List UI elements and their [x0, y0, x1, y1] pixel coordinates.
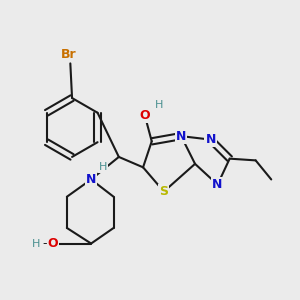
- Text: O: O: [48, 237, 58, 250]
- Text: N: N: [86, 173, 96, 186]
- Text: N: N: [212, 178, 223, 191]
- Text: H: H: [32, 238, 40, 248]
- Text: Br: Br: [61, 48, 76, 61]
- Text: -: -: [42, 237, 46, 250]
- Text: S: S: [159, 185, 168, 198]
- Text: N: N: [176, 130, 186, 142]
- Text: H: H: [154, 100, 163, 110]
- Text: H: H: [99, 162, 107, 172]
- Text: N: N: [206, 133, 216, 146]
- Text: O: O: [140, 109, 150, 122]
